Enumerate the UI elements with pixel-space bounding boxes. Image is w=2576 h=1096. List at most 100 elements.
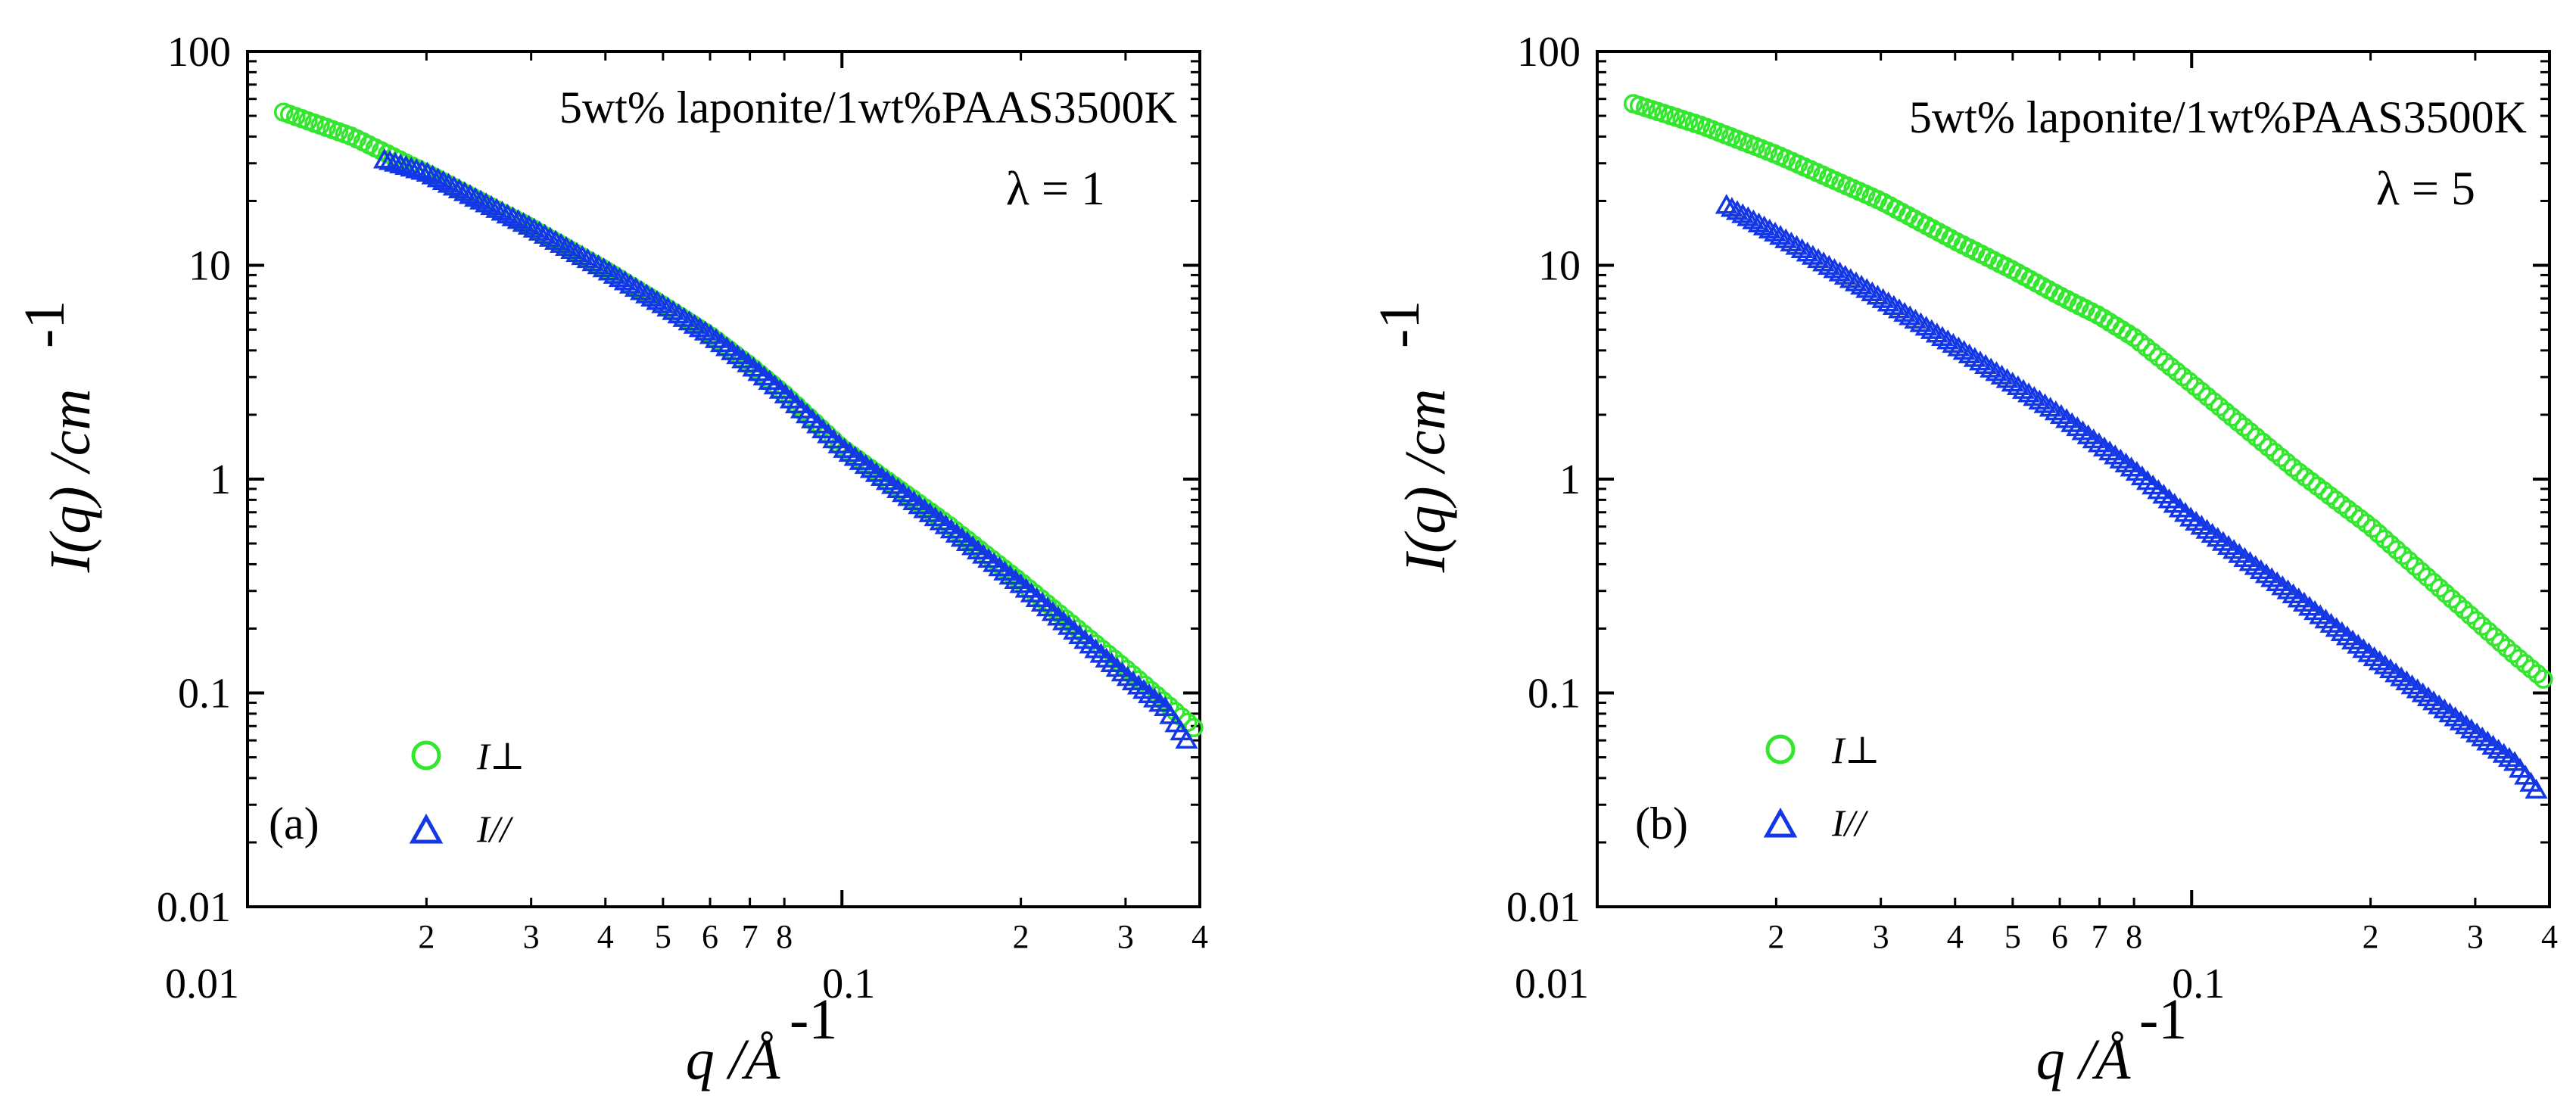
data-point-perp xyxy=(2375,529,2394,549)
data-point-par xyxy=(400,156,423,177)
data-point-par xyxy=(1806,248,1830,269)
data-point-perp xyxy=(2277,453,2297,472)
data-point-par xyxy=(2001,372,2024,392)
x-tick-label: 0.1 xyxy=(2172,961,2225,1007)
data-point-par xyxy=(635,283,659,304)
data-point-par xyxy=(1747,212,1771,232)
data-point-par xyxy=(571,244,594,266)
data-point-perp xyxy=(1104,649,1124,669)
data-point-perp xyxy=(2228,412,2248,432)
data-point-perp xyxy=(2436,584,2456,603)
x-minor-tick-label: 7 xyxy=(2092,918,2108,955)
data-point-par xyxy=(1920,319,1943,339)
data-point-par xyxy=(372,148,397,169)
data-point-perp xyxy=(2179,372,2199,391)
data-point-par xyxy=(1790,238,1814,259)
data-point-par xyxy=(1893,301,1917,322)
data-point-par xyxy=(410,160,434,180)
data-point-par xyxy=(1947,336,1970,357)
x-minor-tick-label: 3 xyxy=(1873,918,1889,955)
data-point-par xyxy=(677,310,701,331)
x-minor-tick-label: 4 xyxy=(1191,918,1208,955)
data-point-perp xyxy=(2154,352,2175,372)
legend-label-perp-b: I⊥ xyxy=(1831,729,1880,771)
data-point-par xyxy=(1968,350,1992,371)
x-minor-tick-label: 5 xyxy=(655,918,671,955)
data-point-par xyxy=(431,170,455,191)
y-axis-label-b: I(q) /cm -1 xyxy=(1368,300,1457,574)
data-point-par xyxy=(576,248,600,269)
data-point-par xyxy=(1877,291,1900,312)
data-point-perp xyxy=(2240,422,2260,442)
data-point-par xyxy=(1866,285,1889,305)
data-point-perp xyxy=(2271,447,2291,468)
y-axis-label-exp-b: -1 xyxy=(1368,300,1431,348)
data-point-perp xyxy=(2454,599,2474,620)
data-point-par xyxy=(421,164,444,185)
data-point-par xyxy=(640,286,664,307)
data-point-par xyxy=(2525,778,2548,799)
data-point-perp xyxy=(2369,524,2388,543)
data-point-par xyxy=(1980,357,2003,378)
data-point-par xyxy=(2028,389,2051,410)
data-point-perp xyxy=(2534,669,2553,689)
panel-label-b: (b) xyxy=(1635,799,1688,848)
data-point-par xyxy=(538,226,562,247)
data-point-par xyxy=(2039,397,2062,417)
x-axis-label-b: q /Å -1 xyxy=(2036,988,2188,1091)
data-point-par xyxy=(475,192,498,213)
data-point-par xyxy=(544,229,568,250)
y-tick-label: 0.01 xyxy=(1506,884,1581,931)
data-point-perp xyxy=(2265,442,2285,462)
data-point-par xyxy=(1882,294,1905,315)
data-point-par xyxy=(533,223,556,244)
x-tick-label: 0.01 xyxy=(165,961,239,1007)
data-point-par xyxy=(1952,340,1976,360)
legend-a: I⊥ I// xyxy=(409,735,525,850)
data-point-perp xyxy=(2387,540,2407,560)
data-point-par xyxy=(1930,325,1955,346)
y-tick-label: 100 xyxy=(1517,29,1581,76)
panel-label-a: (a) xyxy=(269,799,319,848)
data-point-par xyxy=(672,307,696,327)
data-point-par xyxy=(592,257,615,278)
data-point-perp xyxy=(2484,627,2505,647)
data-point-par xyxy=(1899,305,1922,325)
panel-a: 0.01 0.1 1 10 100 0.01 0.1 2 3 4 5 6 7 8 2 3 4 5wt% lap… xyxy=(13,29,1208,1091)
data-point-par xyxy=(1871,288,1895,308)
data-point-par xyxy=(2044,400,2067,421)
data-point-par xyxy=(480,195,503,216)
data-point-par xyxy=(389,153,413,173)
data-point-par xyxy=(1725,200,1749,220)
data-point-perp xyxy=(2393,545,2413,565)
x-minor-tick-label: 5 xyxy=(2004,918,2021,955)
x-minor-tick-label: 2 xyxy=(1013,918,1029,955)
data-point-perp xyxy=(2253,432,2272,452)
data-points-a xyxy=(273,102,1204,749)
data-point-par xyxy=(2033,393,2057,413)
data-point-par xyxy=(501,206,525,226)
data-point-par xyxy=(2006,375,2029,396)
data-point-perp xyxy=(2204,391,2223,412)
data-point-par xyxy=(517,214,540,235)
y-axis-label-text-a: I(q) /cm xyxy=(39,389,102,574)
data-point-perp xyxy=(2472,616,2492,636)
data-point-par xyxy=(1801,244,1824,265)
data-point-par xyxy=(1818,254,1841,275)
legend-marker-perp-b xyxy=(1765,734,1796,764)
data-point-par xyxy=(1796,241,1819,262)
x-ticks-b: 0.01 0.1 2 3 4 5 6 7 8 2 3 4 xyxy=(1515,51,2558,1007)
data-point-par xyxy=(485,198,509,218)
data-point-par xyxy=(1828,261,1852,282)
data-point-par xyxy=(1887,298,1911,319)
data-point-perp xyxy=(2442,589,2462,609)
data-point-par xyxy=(624,276,647,297)
data-point-par xyxy=(565,241,589,263)
legend-b: I⊥ I// xyxy=(1763,729,1880,844)
x-minor-tick-label: 8 xyxy=(2126,918,2142,955)
data-point-perp xyxy=(2381,534,2400,555)
data-point-par xyxy=(463,186,487,207)
y-tick-label: 10 xyxy=(188,243,231,290)
data-point-par xyxy=(405,158,428,179)
data-point-par xyxy=(1909,312,1933,332)
